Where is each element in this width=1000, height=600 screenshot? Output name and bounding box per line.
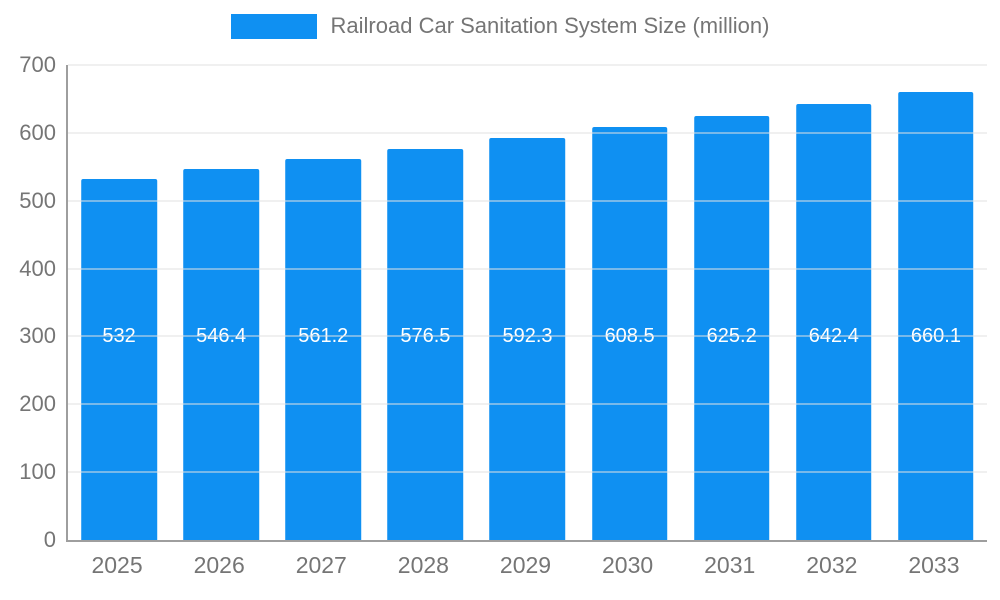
x-tick-label: 2028 [397, 552, 449, 578]
gridline [68, 471, 987, 473]
gridline [68, 403, 987, 405]
x-tick-label: 2030 [602, 552, 654, 578]
y-tick-label: 700 [19, 52, 56, 77]
bar [489, 138, 566, 540]
bar [285, 159, 362, 540]
bar-slot: 592.3 [476, 65, 578, 540]
gridline [68, 268, 987, 270]
x-tick-label: 2033 [908, 552, 960, 578]
bar-slot: 625.2 [681, 65, 783, 540]
y-tick-label: 0 [43, 527, 56, 552]
y-tick-label: 400 [19, 255, 56, 281]
bar [591, 127, 668, 540]
bars-container: 532 546.4 561.2 576.5 592.3 608.5 625.2 642.4 66… [68, 65, 987, 540]
y-tick-label: 200 [19, 391, 56, 417]
x-tick-label: 2026 [193, 552, 245, 578]
bar [796, 104, 872, 540]
bar [387, 148, 464, 540]
plot-area: 532 546.4 561.2 576.5 592.3 608.5 625.2 642.4 66… [66, 64, 987, 542]
y-tick-label: 600 [19, 119, 56, 145]
y-tick-label: 300 [19, 323, 56, 349]
legend-swatch [230, 13, 317, 39]
bar-slot: 532 [68, 65, 170, 540]
x-tick-label: 2032 [806, 552, 858, 578]
y-axis: 0 100 200 300 400 500 600 700 [0, 54, 56, 551]
gridline [68, 132, 987, 134]
bar [81, 179, 157, 540]
bar-slot: 546.4 [170, 65, 272, 540]
chart-title: Railroad Car Sanitation System Size (mil… [330, 13, 770, 38]
bar-slot: 561.2 [272, 65, 374, 540]
gridline [68, 64, 987, 66]
bar [693, 115, 770, 540]
bar-slot: 576.5 [374, 65, 476, 540]
bar [898, 92, 974, 540]
bar [183, 169, 259, 540]
y-tick-label: 100 [19, 459, 56, 485]
legend: Railroad Car Sanitation System Size (mil… [0, 13, 1000, 39]
bar-slot: 642.4 [783, 65, 885, 540]
x-tick-label: 2029 [499, 552, 552, 578]
y-tick-label: 500 [19, 187, 56, 213]
x-tick-label: 2027 [295, 552, 347, 578]
bar-slot: 608.5 [579, 65, 681, 540]
gridline [68, 335, 987, 337]
x-tick-label: 2031 [704, 552, 756, 578]
x-tick-label: 2025 [91, 552, 143, 578]
bar-slot: 660.1 [885, 65, 987, 540]
gridline [68, 200, 987, 202]
x-axis: 2025 2026 2027 2028 2029 2030 2031 2032 2033 [66, 552, 985, 579]
